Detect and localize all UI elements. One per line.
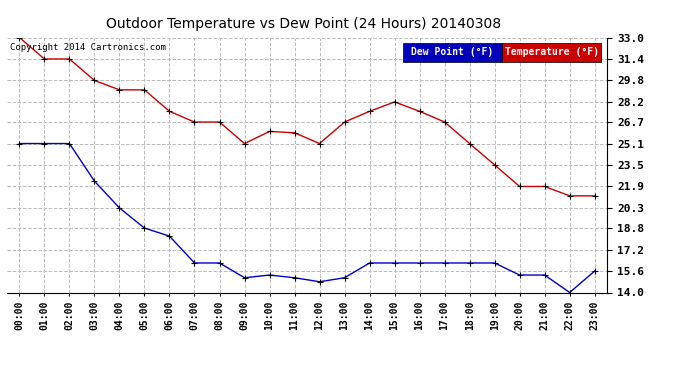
Text: Copyright 2014 Cartronics.com: Copyright 2014 Cartronics.com bbox=[10, 43, 166, 52]
FancyBboxPatch shape bbox=[403, 43, 502, 62]
Text: Outdoor Temperature vs Dew Point (24 Hours) 20140308: Outdoor Temperature vs Dew Point (24 Hou… bbox=[106, 17, 501, 31]
FancyBboxPatch shape bbox=[502, 43, 601, 62]
Text: Dew Point (°F): Dew Point (°F) bbox=[411, 47, 494, 57]
Text: Temperature (°F): Temperature (°F) bbox=[504, 47, 599, 57]
